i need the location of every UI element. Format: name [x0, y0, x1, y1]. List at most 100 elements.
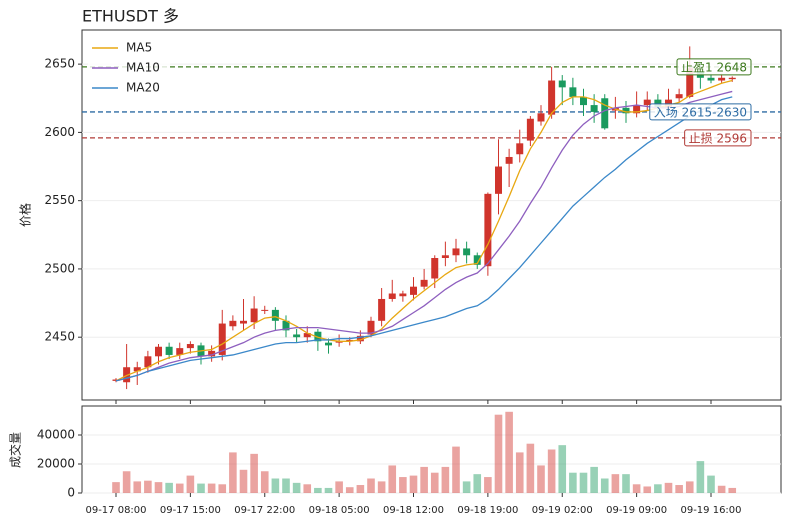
candle-body: [250, 308, 258, 323]
y-tick-label: 2550: [44, 193, 75, 207]
candle-body: [686, 68, 694, 97]
candle-body: [240, 320, 247, 324]
candle-body: [526, 118, 534, 141]
x-tick-label: 09-19 02:00: [532, 505, 593, 516]
candle-body: [165, 346, 173, 355]
volume-bar: [494, 414, 503, 493]
x-tick-label: 09-18 19:00: [457, 505, 518, 516]
volume-bar: [537, 465, 545, 493]
volume-bar: [579, 472, 588, 493]
volume-bar: [707, 475, 715, 493]
volume-bar: [324, 487, 333, 493]
volume-bar: [175, 483, 184, 493]
candle-body: [176, 348, 184, 355]
volume-bar: [218, 484, 227, 493]
candle-body: [495, 166, 502, 194]
level-label: 止损 2596: [689, 131, 747, 145]
candle-body: [452, 248, 460, 256]
candle-body: [718, 77, 726, 81]
volume-bar: [728, 487, 737, 493]
volume-bar: [600, 478, 609, 493]
volume-bar: [441, 466, 450, 493]
candle-body: [675, 94, 683, 99]
volume-bar: [250, 453, 258, 493]
x-tick-label: 09-17 22:00: [234, 505, 295, 516]
candle-body: [218, 323, 226, 355]
volume-tick-label: 0: [67, 486, 75, 500]
legend-label: MA20: [126, 81, 160, 95]
volume-bar: [558, 445, 567, 493]
candle-body: [229, 320, 237, 327]
candle-body: [537, 113, 545, 122]
candle-body: [643, 99, 651, 106]
candle-body: [367, 320, 375, 335]
level-label-box: [649, 103, 752, 121]
volume-bar: [515, 452, 524, 493]
volume-bar: [154, 482, 163, 493]
candle-body: [388, 293, 396, 299]
candle-body: [155, 346, 162, 357]
volume-bar: [260, 471, 269, 493]
candle-body: [441, 255, 449, 259]
volume-bar: [409, 475, 418, 493]
candle-body: [728, 77, 736, 80]
volume-bar: [717, 485, 726, 493]
y-tick-label: 2600: [44, 125, 75, 139]
x-tick-label: 09-18 05:00: [309, 505, 370, 516]
volume-bar: [547, 449, 556, 493]
candle-body: [325, 342, 332, 346]
candle-body: [633, 105, 641, 114]
candle-body: [431, 258, 439, 279]
volume-bar: [484, 477, 492, 493]
volume-axis-label: 成交量: [8, 432, 23, 468]
candle-body: [346, 339, 354, 342]
chart-title: ETHUSDT 多: [82, 7, 179, 26]
volume-bar: [165, 482, 173, 493]
volume-bar: [505, 411, 513, 493]
candle-body: [356, 335, 364, 342]
candle-body: [590, 105, 598, 112]
candle-body: [293, 334, 301, 338]
candle-body: [378, 298, 386, 321]
volume-bar: [696, 461, 705, 493]
candle-body: [707, 77, 715, 81]
ma-line: [115, 79, 733, 382]
volume-bar: [377, 481, 386, 493]
volume-bar: [643, 486, 652, 493]
volume-bar: [303, 484, 312, 493]
candle-body: [463, 248, 471, 256]
volume-bar: [632, 484, 641, 493]
candle-body: [335, 341, 343, 343]
volume-bar: [590, 466, 598, 493]
candle-body: [410, 286, 417, 295]
candle-body: [282, 320, 290, 331]
x-tick-label: 09-19 16:00: [680, 505, 741, 516]
volume-bar: [462, 481, 471, 493]
level-label: 入场 2615-2630: [654, 105, 747, 119]
candle-body: [558, 80, 566, 88]
candle-body: [271, 309, 279, 321]
volume-bar: [664, 482, 673, 493]
y-tick-label: 2500: [44, 261, 75, 275]
volume-bar: [473, 474, 482, 493]
level-label-box: [684, 129, 752, 147]
volume-bar: [654, 484, 662, 493]
x-tick-label: 09-17 08:00: [85, 505, 146, 516]
y-tick-label: 2450: [44, 330, 75, 344]
candle-body: [473, 255, 481, 265]
candle-body: [261, 309, 269, 311]
volume-bar: [133, 481, 142, 493]
x-tick-label: 09-19 09:00: [606, 505, 667, 516]
volume-bar: [345, 487, 354, 493]
volume-bar: [282, 478, 290, 493]
volume-bar: [229, 452, 237, 493]
volume-bar: [144, 480, 152, 493]
volume-bar: [186, 475, 195, 493]
volume-bar: [292, 482, 301, 493]
volume-bar: [271, 478, 280, 493]
volume-bar: [399, 477, 407, 493]
volume-bar: [420, 466, 428, 493]
ma-line: [115, 90, 733, 382]
x-tick-label: 09-18 12:00: [383, 505, 444, 516]
candle-body: [144, 356, 152, 368]
